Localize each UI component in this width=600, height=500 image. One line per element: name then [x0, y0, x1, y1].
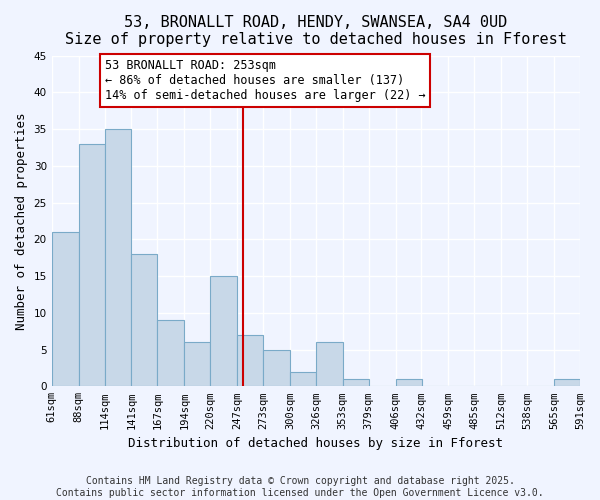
Bar — [316, 342, 343, 386]
Y-axis label: Number of detached properties: Number of detached properties — [15, 112, 28, 330]
Bar — [131, 254, 157, 386]
Bar — [210, 276, 237, 386]
Bar — [290, 372, 316, 386]
Bar — [554, 379, 580, 386]
Text: Contains HM Land Registry data © Crown copyright and database right 2025.
Contai: Contains HM Land Registry data © Crown c… — [56, 476, 544, 498]
Bar — [184, 342, 210, 386]
Bar — [343, 379, 368, 386]
Bar — [79, 144, 104, 386]
Bar — [395, 379, 421, 386]
Title: 53, BRONALLT ROAD, HENDY, SWANSEA, SA4 0UD
Size of property relative to detached: 53, BRONALLT ROAD, HENDY, SWANSEA, SA4 0… — [65, 15, 567, 48]
Bar — [104, 129, 131, 386]
Bar — [263, 350, 290, 387]
Bar — [157, 320, 184, 386]
Bar — [237, 335, 263, 386]
Text: 53 BRONALLT ROAD: 253sqm
← 86% of detached houses are smaller (137)
14% of semi-: 53 BRONALLT ROAD: 253sqm ← 86% of detach… — [104, 59, 425, 102]
Bar — [52, 232, 79, 386]
X-axis label: Distribution of detached houses by size in Fforest: Distribution of detached houses by size … — [128, 437, 503, 450]
